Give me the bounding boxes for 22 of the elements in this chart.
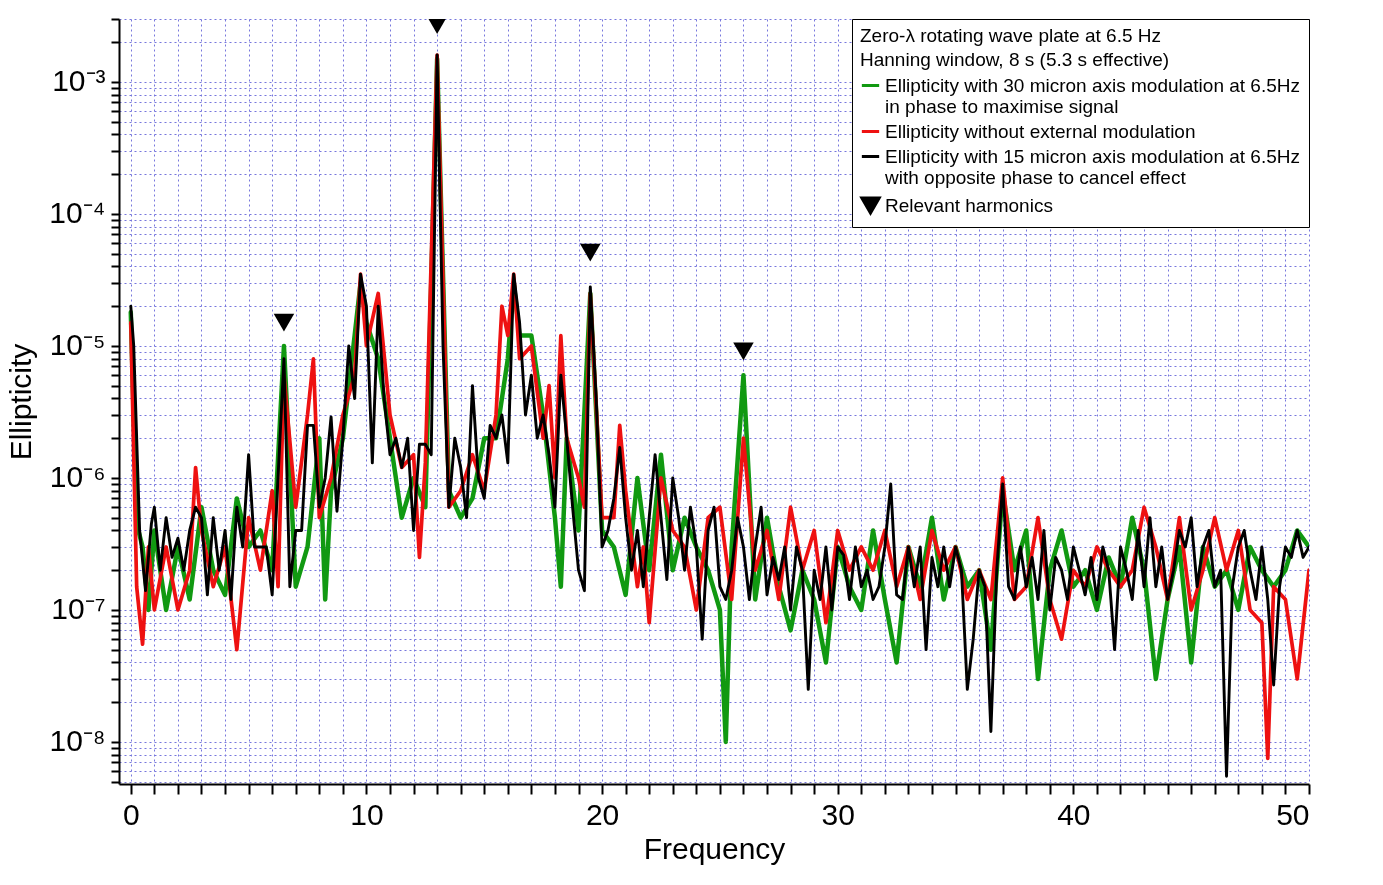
y-axis-title: Ellipticity bbox=[4, 343, 38, 461]
x-tick-label: 0 bbox=[122, 797, 140, 831]
legend-label: Relevant harmonics bbox=[885, 194, 1053, 216]
point bbox=[733, 342, 754, 361]
legend-label: Ellipticity without external modulation bbox=[885, 120, 1196, 142]
x-tick-label: 50 bbox=[1276, 797, 1310, 831]
legend-label: Ellipticity with 15 micron axis modulation at 6.5Hz with opposite phase to cancel effect bbox=[884, 145, 1301, 188]
x-axis-title: Frequency bbox=[643, 831, 786, 865]
x-tick-label: 10 bbox=[350, 797, 384, 831]
y-tick-label: 10⁻³ bbox=[52, 64, 106, 98]
y-tick-label: 10⁻⁵ bbox=[49, 328, 106, 362]
legend-title: Zero-λ rotating wave plate at 6.5 Hz Hanning window, 8 s (5.3 s effective) bbox=[860, 25, 1170, 70]
x-tick-label: 20 bbox=[585, 797, 620, 831]
point bbox=[273, 313, 295, 332]
x-tick-label: 30 bbox=[821, 797, 855, 831]
legend-label: Ellipticity with 30 micron axis modulation at 6.5Hz in phase to maximise signal bbox=[885, 74, 1301, 117]
x-tick-label: 40 bbox=[1057, 797, 1091, 831]
y-tick-label: 10⁻⁸ bbox=[49, 724, 106, 758]
y-tick-label: 10⁻⁷ bbox=[51, 592, 106, 626]
y-tick-label: 10⁻⁶ bbox=[49, 460, 106, 494]
point bbox=[580, 243, 601, 262]
y-tick-label: 10⁻⁴ bbox=[49, 196, 106, 230]
